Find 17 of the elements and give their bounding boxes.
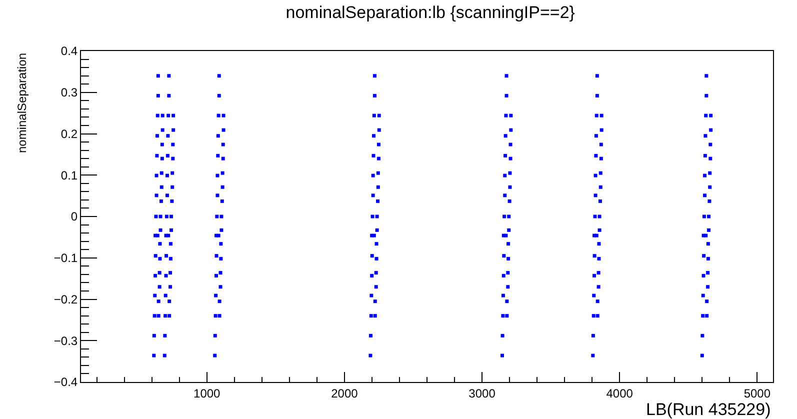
y-tick-label: −0.1: [54, 251, 78, 266]
y-tick-label: −0.2: [54, 292, 78, 306]
y-tick-label: −0.4: [54, 375, 78, 390]
chart-title: nominalSeparation:lb {scanningIP==2}: [286, 3, 576, 22]
y-axis-title: nominalSeparation: [15, 52, 29, 153]
y-tick-label: 0.2: [60, 126, 78, 141]
x-tick-label: 5000: [744, 386, 771, 400]
y-tick-label: 0: [70, 210, 78, 224]
y-tick-label: 0.1: [60, 168, 78, 182]
y-tick-label: 0.4: [60, 44, 78, 58]
x-tick-label: 2000: [331, 386, 358, 400]
x-tick-label: 4000: [606, 386, 634, 400]
x-tick-label: 1000: [194, 386, 221, 400]
y-tick-label: 0.3: [60, 86, 78, 100]
y-tick-label: −0.3: [54, 334, 78, 348]
x-tick-label: 3000: [468, 386, 496, 400]
x-axis-title: LB(Run 435229): [646, 400, 771, 419]
